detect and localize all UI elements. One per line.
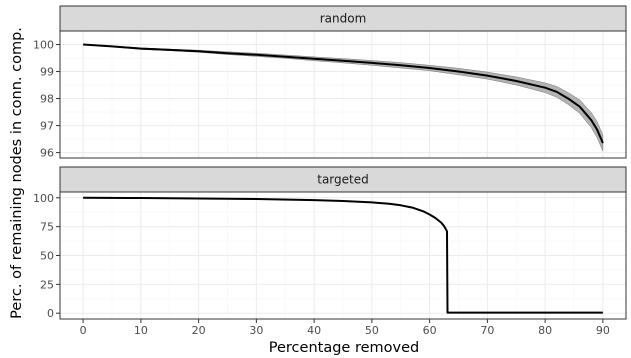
y-tick-label: 99 [40,66,54,79]
x-tick-label: 20 [192,324,206,337]
y-tick-label: 100 [33,192,54,205]
x-tick-label: 50 [365,324,379,337]
x-tick-label: 40 [307,324,321,337]
panel-border-random [59,30,627,159]
x-tick-label: 60 [423,324,437,337]
y-tick-label: 97 [40,120,54,133]
x-tick-label: 80 [538,324,552,337]
strip-label-targeted: targeted [317,173,369,187]
y-tick-label: 98 [40,93,54,106]
x-tick-label: 0 [80,324,87,337]
x-axis: 0 10 20 30 40 50 60 70 80 90 [80,319,610,337]
panel-targeted: targeted 0 25 50 75 100 [33,166,627,320]
series-line-random [83,43,604,144]
series-line-targeted [83,196,603,314]
x-tick-label: 30 [249,324,263,337]
x-tick-label: 10 [134,324,148,337]
strip-random [59,5,627,32]
strip-targeted [59,166,627,193]
y-tick-label: 75 [40,221,54,234]
x-tick-label: 70 [480,324,494,337]
strip-label-random: random [320,12,367,26]
panel-random: random 96 97 98 99 100 [33,5,627,160]
y-tick-label: 100 [33,39,54,52]
x-tick-label: 90 [596,324,610,337]
x-axis-title: Percentage removed [269,340,419,356]
y-tick-label: 0 [47,307,54,320]
y-tick-label: 50 [40,250,54,263]
panel-border-targeted [59,191,627,320]
y-tick-label: 25 [40,278,54,291]
y-axis-title: Perc. of remaining nodes in conn. comp. [9,27,25,319]
y-tick-label: 96 [40,147,54,160]
